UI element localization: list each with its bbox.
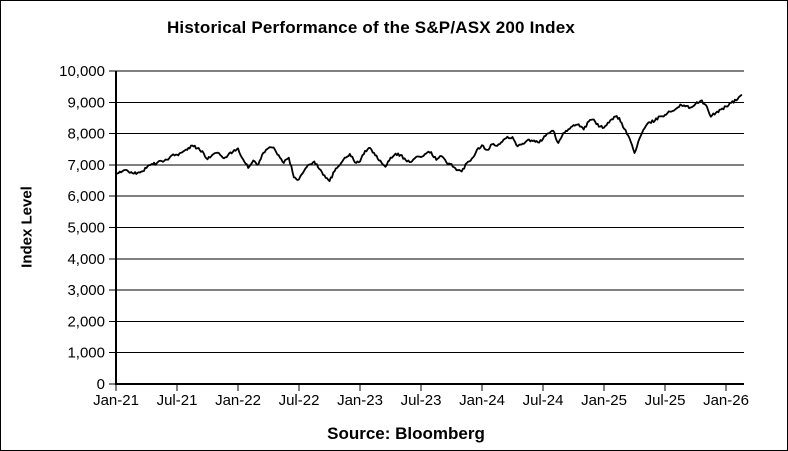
gridlines (116, 70, 744, 354)
index-line-series (115, 94, 743, 183)
y-tick-label: 4,000 (67, 251, 105, 268)
y-tick-label: 6,000 (67, 188, 105, 205)
x-tick-label: Jan-24 (459, 392, 505, 409)
x-tick-label: Jan-21 (93, 392, 139, 409)
x-tick-label: Jul-23 (401, 392, 442, 409)
x-tick-labels: Jan-21 Jul-21 Jan-22 Jul-22 Jan-23 Jul-23 Jan-… (93, 392, 749, 409)
x-tick-label: Jan-26 (703, 392, 749, 409)
x-tick-label: Jul-21 (157, 392, 198, 409)
x-tick-label: Jul-24 (523, 392, 564, 409)
x-tick-label: Jul-22 (279, 392, 320, 409)
x-tick-label: Jul-25 (645, 392, 686, 409)
source-caption: Source: Bloomberg (327, 424, 485, 443)
axes (109, 70, 744, 391)
y-tick-label: 0 (97, 376, 105, 393)
x-tick-label: Jan-25 (581, 392, 627, 409)
y-tick-label: 5,000 (67, 220, 105, 237)
y-tick-label: 3,000 (67, 282, 105, 299)
x-tick-label: Jan-23 (337, 392, 383, 409)
y-tick-label: 8,000 (67, 126, 105, 143)
x-tick-label: Jan-22 (215, 392, 261, 409)
y-tick-label: 2,000 (67, 313, 105, 330)
y-tick-label: 9,000 (67, 94, 105, 111)
y-tick-labels: 0 1,000 2,000 3,000 4,000 5,000 6,000 7,000 8,00… (59, 63, 105, 393)
y-tick-label: 1,000 (67, 345, 105, 362)
chart-title: Historical Performance of the S&P/ASX 20… (166, 18, 576, 37)
y-tick-label: 10,000 (59, 63, 105, 80)
y-tick-label: 7,000 (67, 157, 105, 174)
